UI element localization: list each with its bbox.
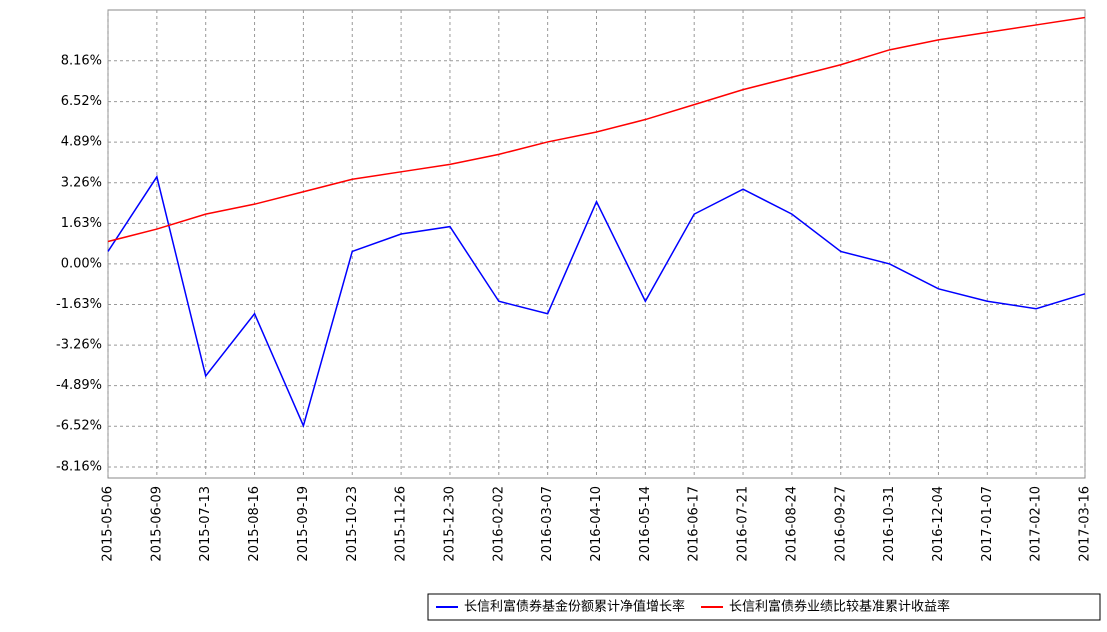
x-tick-label: 2016-09-27 xyxy=(833,486,848,562)
x-tick-label: 2016-06-17 xyxy=(687,486,702,562)
x-tick-label: 2015-10-23 xyxy=(345,486,360,562)
legend-label: 长信利富债券业绩比较基准累计收益率 xyxy=(729,599,950,615)
legend-label: 长信利富债券基金份额累计净值增长率 xyxy=(464,599,685,615)
x-tick-label: 2015-11-26 xyxy=(394,486,409,562)
x-tick-label: 2016-03-07 xyxy=(540,486,555,562)
y-tick-label: -8.16% xyxy=(56,460,102,475)
y-tick-label: 6.52% xyxy=(61,94,102,109)
y-tick-label: -6.52% xyxy=(56,419,102,434)
y-tick-label: -3.26% xyxy=(56,338,102,353)
x-tick-label: 2015-07-13 xyxy=(198,486,213,562)
x-tick-label: 2017-03-16 xyxy=(1078,486,1093,562)
x-tick-label: 2016-05-14 xyxy=(638,486,653,562)
x-tick-label: 2015-12-30 xyxy=(442,486,457,562)
x-tick-label: 2016-04-10 xyxy=(589,486,604,562)
x-tick-label: 2016-10-31 xyxy=(882,486,897,562)
y-tick-label: 4.89% xyxy=(61,135,102,150)
x-tick-label: 2017-01-07 xyxy=(980,486,995,562)
x-tick-label: 2015-06-09 xyxy=(149,486,164,562)
x-tick-label: 2016-12-04 xyxy=(931,486,946,562)
series-line xyxy=(108,17,1085,241)
x-tick-label: 2017-02-10 xyxy=(1029,486,1044,562)
y-tick-label: 0.00% xyxy=(61,256,102,271)
x-tick-label: 2015-08-16 xyxy=(247,486,262,562)
y-tick-label: -1.63% xyxy=(56,297,102,312)
y-tick-label: -4.89% xyxy=(56,378,102,393)
y-tick-label: 3.26% xyxy=(61,175,102,190)
x-tick-label: 2016-07-21 xyxy=(736,486,751,562)
x-tick-label: 2016-02-02 xyxy=(491,486,506,562)
x-tick-label: 2015-05-06 xyxy=(101,486,116,562)
legend: 长信利富债券基金份额累计净值增长率 长信利富债券业绩比较基准累计收益率 xyxy=(428,594,1100,620)
x-tick-label: 2015-09-19 xyxy=(296,486,311,562)
y-tick-label: 8.16% xyxy=(61,53,102,68)
x-tick-label: 2016-08-24 xyxy=(784,486,799,562)
y-tick-label: 1.63% xyxy=(61,216,102,231)
chart: 8.16% 6.52% 4.89% 3.26% 1.63% 0.00% -1.63% -3.2… xyxy=(0,0,1107,628)
